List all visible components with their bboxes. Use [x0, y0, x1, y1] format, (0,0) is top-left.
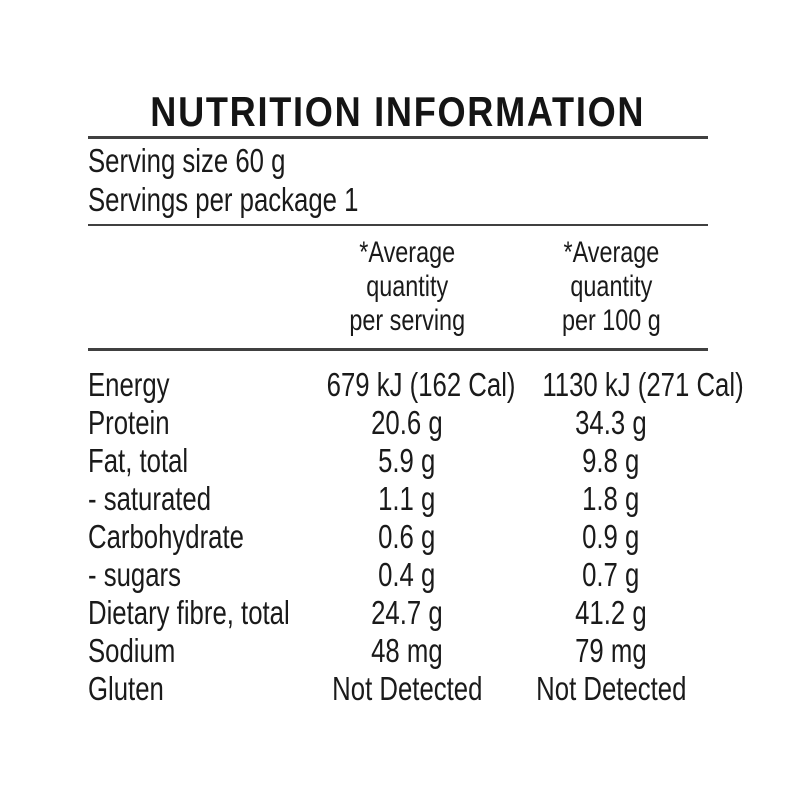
serving-size-line: Serving size 60 g — [88, 142, 286, 179]
column-headers-row: *Average quantity per serving *Average q… — [88, 226, 708, 348]
value-per-100g: 1130 kJ (271 Cal) — [542, 366, 744, 403]
row-label: Gluten — [88, 670, 164, 707]
divider-under-serving-info — [88, 224, 708, 226]
column-header-spacer — [88, 236, 300, 338]
row-label: Dietary fibre, total — [88, 594, 290, 631]
page-title: NUTRITION INFORMATION — [150, 88, 646, 135]
table-row-saturated: - saturated 1.1 g 1.8 g — [88, 480, 708, 518]
value-per-serving: 5.9 g — [378, 442, 436, 479]
value-per-100g: 34.3 g — [575, 404, 647, 441]
row-label: - sugars — [88, 556, 181, 593]
divider-under-column-headers — [88, 348, 708, 351]
nutrition-label: NUTRITION INFORMATION Serving size 60 g … — [88, 88, 744, 708]
table-row-protein: Protein 20.6 g 34.3 g — [88, 404, 708, 442]
value-per-100g: 9.8 g — [582, 442, 640, 479]
value-per-serving: 0.4 g — [378, 556, 436, 593]
table-row-energy: Energy 679 kJ (162 Cal) 1130 kJ (271 Cal… — [88, 366, 744, 404]
value-per-serving: 1.1 g — [378, 480, 436, 517]
servings-per-package-line: Servings per package 1 — [88, 181, 359, 218]
row-label: - saturated — [88, 480, 212, 517]
table-row-fat-total: Fat, total 5.9 g 9.8 g — [88, 442, 708, 480]
column-header-per-100g: *Average quantity per 100 g — [561, 236, 661, 337]
column-header-per-serving: *Average quantity per serving — [349, 236, 465, 337]
value-per-100g: 0.7 g — [582, 556, 640, 593]
row-label: Fat, total — [88, 442, 189, 479]
value-per-serving: 24.7 g — [371, 594, 443, 631]
value-per-serving: 679 kJ (162 Cal) — [326, 366, 516, 403]
row-label: Protein — [88, 404, 170, 441]
value-per-100g: Not Detected — [535, 670, 687, 707]
value-per-100g: 1.8 g — [582, 480, 640, 517]
table-row-sugars: - sugars 0.4 g 0.7 g — [88, 556, 708, 594]
divider-under-title — [88, 136, 708, 139]
table-row-dietary-fibre: Dietary fibre, total 24.7 g 41.2 g — [88, 594, 708, 632]
row-label: Sodium — [88, 632, 176, 669]
nutrients-table: Energy 679 kJ (162 Cal) 1130 kJ (271 Cal… — [88, 366, 744, 708]
row-label: Carbohydrate — [88, 518, 244, 555]
value-per-serving: 20.6 g — [371, 404, 443, 441]
row-label: Energy — [88, 366, 170, 403]
label-title-row: NUTRITION INFORMATION — [88, 88, 708, 136]
value-per-serving: Not Detected — [331, 670, 483, 707]
value-per-100g: 41.2 g — [575, 594, 647, 631]
table-row-sodium: Sodium 48 mg 79 mg — [88, 632, 708, 670]
value-per-serving: 48 mg — [371, 632, 443, 669]
value-per-serving: 0.6 g — [378, 518, 436, 555]
table-row-carbohydrate: Carbohydrate 0.6 g 0.9 g — [88, 518, 708, 556]
value-per-100g: 0.9 g — [582, 518, 640, 555]
serving-info: Serving size 60 g Servings per package 1 — [88, 139, 708, 224]
table-row-gluten: Gluten Not Detected Not Detected — [88, 670, 708, 708]
value-per-100g: 79 mg — [575, 632, 647, 669]
